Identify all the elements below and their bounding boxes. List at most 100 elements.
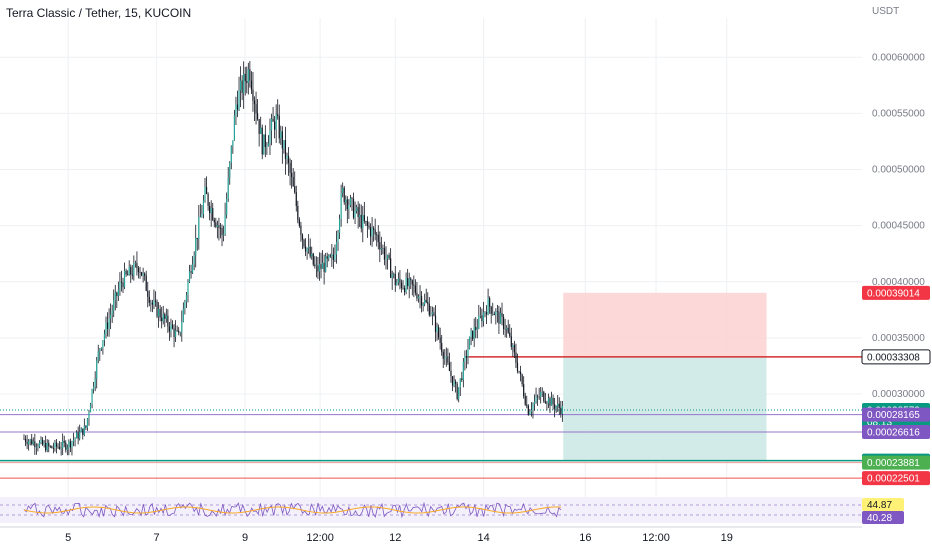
- candle-body: [184, 301, 186, 309]
- candle-body: [239, 80, 242, 91]
- candle-body: [349, 198, 352, 206]
- candle-body: [455, 381, 457, 384]
- candle-body: [546, 402, 548, 404]
- candle-body: [38, 442, 41, 447]
- candle-body: [246, 81, 248, 83]
- candle-body: [315, 265, 317, 267]
- candle-body: [164, 314, 166, 319]
- price-label-text: 0.00026616: [867, 427, 920, 438]
- candle-body: [441, 342, 443, 353]
- candle-body: [119, 281, 121, 290]
- candle-body: [205, 186, 208, 195]
- candle-body: [354, 210, 356, 218]
- candle-body: [335, 242, 338, 255]
- candle-body: [475, 326, 477, 330]
- candle-body: [447, 356, 449, 363]
- rsi-value-label: 40.28: [862, 511, 904, 524]
- candle-body: [168, 326, 171, 332]
- candle-body: [23, 438, 25, 440]
- candle-body: [561, 405, 563, 414]
- candle-body: [45, 442, 47, 451]
- candle-body: [550, 397, 553, 406]
- price-label-bg: [862, 424, 930, 439]
- candle-body: [241, 80, 243, 94]
- candle-body: [416, 292, 418, 299]
- candle-body: [547, 398, 550, 404]
- candle-body: [465, 355, 468, 358]
- candle-body: [142, 273, 144, 276]
- candle-body: [407, 278, 409, 287]
- candle-body: [35, 446, 37, 448]
- stop-loss-zone: [563, 292, 767, 357]
- candle-body: [178, 330, 180, 333]
- candle-body: [88, 412, 90, 419]
- candle-body: [100, 348, 102, 349]
- candle-body: [512, 345, 514, 347]
- candle-body: [459, 378, 461, 388]
- candle-body: [226, 198, 228, 216]
- candle-body: [198, 216, 200, 240]
- candle-body: [99, 348, 101, 352]
- candle-body: [175, 330, 177, 337]
- candle-body: [111, 310, 113, 315]
- candle-body: [492, 313, 494, 315]
- candle-body: [537, 396, 539, 398]
- candle-body: [411, 280, 413, 285]
- candle-body: [150, 302, 152, 304]
- candle-body: [473, 326, 475, 340]
- candle-body: [444, 357, 446, 359]
- candle-body: [342, 187, 344, 193]
- candle-body: [331, 254, 333, 257]
- candle-body: [154, 300, 157, 302]
- candle-body: [329, 255, 331, 257]
- candle-body: [394, 273, 396, 286]
- candle-body: [498, 311, 500, 324]
- x-tick-label: 12:00: [642, 532, 670, 544]
- candle-body: [37, 446, 39, 448]
- candle-body: [513, 345, 515, 353]
- candle-body: [209, 205, 211, 214]
- candle-body: [382, 248, 384, 249]
- candle-body: [280, 131, 282, 139]
- candle-body: [139, 272, 141, 273]
- candle-body: [117, 289, 119, 297]
- candle-body: [247, 69, 249, 83]
- candle-body: [222, 234, 225, 236]
- candle-body: [485, 312, 488, 315]
- candle-body: [337, 232, 339, 243]
- candle-body: [113, 300, 115, 311]
- candle-body: [362, 215, 364, 229]
- candle-body: [428, 304, 430, 316]
- x-tick-label: 12:00: [306, 532, 334, 544]
- candle-body: [48, 442, 50, 447]
- candle-body: [402, 287, 404, 289]
- candle-body: [289, 162, 291, 173]
- candle-body: [263, 134, 265, 155]
- candle-body: [397, 278, 399, 283]
- candle-body: [196, 237, 198, 240]
- candle-body: [481, 315, 483, 322]
- candle-body: [405, 278, 407, 293]
- candle-body: [320, 264, 322, 269]
- candle-body: [82, 428, 84, 435]
- candle-body: [286, 155, 288, 159]
- candle-body: [314, 264, 316, 267]
- candle-body: [32, 441, 34, 445]
- price-label-bg: [862, 407, 930, 422]
- candle-body: [281, 131, 283, 149]
- price-label-text: 0.00039014: [867, 288, 920, 299]
- candle-body: [66, 447, 68, 450]
- candle-body: [34, 441, 36, 448]
- candle-body: [504, 328, 506, 330]
- candle-body: [195, 237, 197, 256]
- candle-body: [24, 438, 27, 443]
- candle-body: [383, 248, 386, 260]
- candle-body: [467, 349, 469, 358]
- candle-body: [408, 278, 410, 287]
- candle-body: [202, 200, 205, 214]
- candle-body: [368, 225, 370, 228]
- candle-body: [509, 332, 511, 337]
- candle-body: [458, 387, 460, 400]
